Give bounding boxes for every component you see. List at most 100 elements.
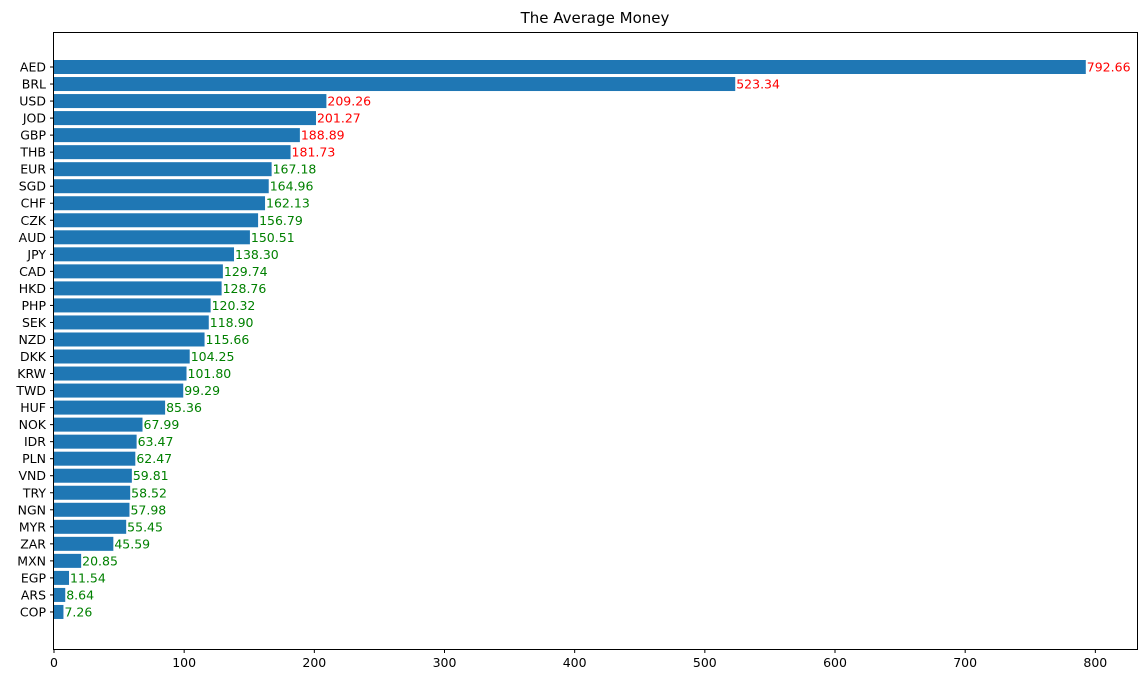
- y-tick-label-chf: CHF: [21, 196, 46, 211]
- chart-title: The Average Money: [520, 9, 670, 27]
- bar-nzd: [54, 332, 205, 347]
- value-label-cad: 129.74: [224, 264, 268, 279]
- bar-twd: [54, 383, 184, 398]
- bars-group: [54, 60, 1086, 619]
- bar-nok: [54, 417, 143, 432]
- value-label-gbp: 188.89: [301, 128, 345, 143]
- value-label-aud: 150.51: [251, 230, 295, 245]
- value-label-hkd: 128.76: [223, 281, 267, 296]
- y-tick-label-brl: BRL: [22, 77, 46, 92]
- value-label-cop: 7.26: [64, 604, 92, 619]
- y-tick-label-dkk: DKK: [20, 349, 47, 364]
- value-label-thb: 181.73: [292, 145, 336, 160]
- value-label-usd: 209.26: [327, 94, 371, 109]
- value-label-egp: 11.54: [70, 570, 106, 585]
- y-tick-label-krw: KRW: [17, 366, 46, 381]
- bar-chf: [54, 196, 266, 211]
- bar-idr: [54, 434, 137, 449]
- bar-cop: [54, 604, 64, 619]
- y-tick-label-php: PHP: [22, 298, 47, 313]
- bar-czk: [54, 213, 259, 228]
- value-label-idr: 63.47: [138, 434, 174, 449]
- value-label-aed: 792.66: [1087, 60, 1131, 75]
- value-labels-group: 792.66 523.34 209.26 201.27 188.89 181.73 167.…: [64, 60, 1130, 620]
- y-tick-label-ars: ARS: [21, 587, 46, 602]
- y-tick-label-hkd: HKD: [19, 281, 46, 296]
- y-tick-label-eur: EUR: [20, 162, 46, 177]
- y-tick-label-pln: PLN: [22, 451, 46, 466]
- x-tick-label-200: 200: [302, 655, 326, 670]
- value-label-php: 120.32: [212, 298, 256, 313]
- x-tick-label-700: 700: [953, 655, 977, 670]
- value-label-mxn: 20.85: [82, 553, 118, 568]
- bar-mxn: [54, 553, 82, 568]
- y-tick-label-try: TRY: [22, 485, 47, 500]
- y-tick-label-huf: HUF: [20, 400, 46, 415]
- y-tick-label-egp: EGP: [21, 570, 47, 585]
- x-tick-label-800: 800: [1083, 655, 1107, 670]
- y-tick-label-cop: COP: [20, 604, 47, 619]
- value-label-eur: 167.18: [273, 162, 317, 177]
- x-tick-label-400: 400: [563, 655, 587, 670]
- value-label-sgd: 164.96: [270, 179, 314, 194]
- bar-thb: [54, 145, 291, 160]
- bar-zar: [54, 536, 114, 551]
- y-tick-label-ngn: NGN: [18, 502, 46, 517]
- y-tick-label-jpy: JPY: [26, 247, 46, 262]
- bar-jpy: [54, 247, 235, 262]
- y-tick-label-cad: CAD: [19, 264, 46, 279]
- y-tick-label-aud: AUD: [19, 230, 46, 245]
- value-label-dkk: 104.25: [191, 349, 235, 364]
- x-tick-label-600: 600: [823, 655, 847, 670]
- bar-usd: [54, 94, 327, 109]
- bar-sgd: [54, 179, 269, 194]
- bar-aed: [54, 60, 1086, 74]
- value-label-brl: 523.34: [736, 77, 780, 92]
- bar-cad: [54, 264, 223, 279]
- bar-dkk: [54, 349, 190, 364]
- bar-gbp: [54, 128, 300, 143]
- bar-huf: [54, 400, 166, 415]
- bar-ars: [54, 587, 66, 602]
- y-tick-label-myr: MYR: [19, 519, 46, 534]
- y-tick-label-aed: AED: [20, 60, 46, 75]
- value-label-myr: 55.45: [127, 519, 163, 534]
- y-axis-ticks: AED BRL USD JOD GBP THB EUR SGD CHF CZK AUD JPY CAD H…: [15, 60, 54, 619]
- bar-aud: [54, 230, 250, 245]
- value-label-ngn: 57.98: [130, 502, 166, 517]
- value-label-krw: 101.80: [188, 366, 232, 381]
- plot-frame: [53, 32, 1138, 650]
- x-tick-label-100: 100: [172, 655, 196, 670]
- x-axis-ticks: 0 100 200 300 400 500 600 700 800: [50, 649, 1107, 670]
- value-label-try: 58.52: [131, 485, 167, 500]
- bar-hkd: [54, 281, 222, 296]
- y-tick-label-nok: NOK: [19, 417, 47, 432]
- value-label-jpy: 138.30: [235, 247, 279, 262]
- value-label-ars: 8.64: [66, 587, 94, 602]
- bar-pln: [54, 451, 136, 466]
- x-tick-label-500: 500: [693, 655, 717, 670]
- y-tick-label-idr: IDR: [24, 434, 46, 449]
- x-tick-label-300: 300: [433, 655, 457, 670]
- bar-ngn: [54, 502, 130, 517]
- y-tick-label-jod: JOD: [22, 111, 46, 126]
- y-tick-label-sgd: SGD: [19, 179, 46, 194]
- value-label-czk: 156.79: [259, 213, 303, 228]
- bar-brl: [54, 77, 736, 92]
- value-label-nzd: 115.66: [206, 332, 250, 347]
- value-label-nok: 67.99: [144, 417, 180, 432]
- y-tick-label-gbp: GBP: [20, 128, 46, 143]
- y-tick-label-mxn: MXN: [17, 553, 46, 568]
- y-tick-label-twd: TWD: [15, 383, 46, 398]
- bar-try: [54, 485, 131, 500]
- value-label-pln: 62.47: [136, 451, 172, 466]
- x-tick-label-0: 0: [50, 655, 58, 670]
- y-tick-label-nzd: NZD: [18, 332, 46, 347]
- y-tick-label-thb: THB: [19, 145, 46, 160]
- bar-eur: [54, 162, 272, 177]
- y-tick-label-sek: SEK: [22, 315, 47, 330]
- bar-php: [54, 298, 211, 313]
- bar-jod: [54, 111, 316, 126]
- y-tick-label-czk: CZK: [21, 213, 47, 228]
